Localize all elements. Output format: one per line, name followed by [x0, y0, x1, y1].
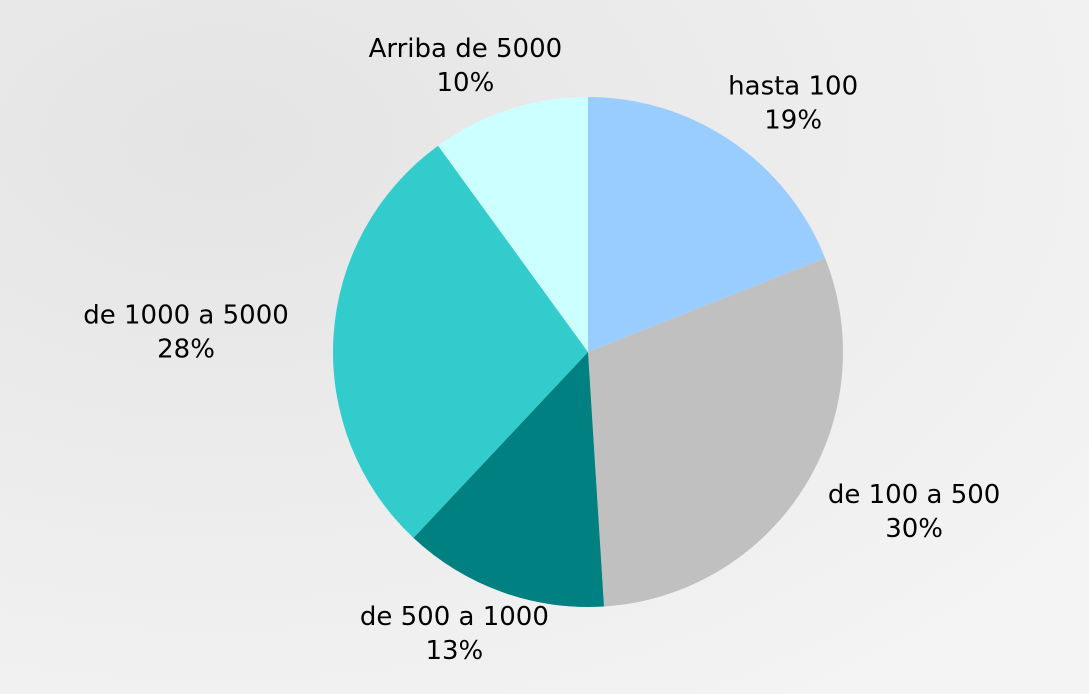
- pie-slice: [588, 258, 844, 607]
- value-label: 10%: [436, 68, 494, 98]
- pie-slice: [333, 145, 588, 538]
- value-label: 13%: [425, 636, 483, 666]
- pie: [333, 97, 844, 607]
- labels: hasta 100 19% de 100 a 500 30% de 500 a 1000…: [83, 34, 1000, 666]
- pie-slice: [413, 352, 605, 607]
- slice-label: de 1000 a 5000: [83, 301, 289, 331]
- pie-slice: [438, 97, 588, 352]
- slice-label: de 500 a 1000: [360, 602, 549, 632]
- value-label: 19%: [764, 105, 822, 135]
- slice-label: Arriba de 5000: [369, 34, 563, 64]
- value-label: 30%: [885, 514, 943, 544]
- pie-slice: [588, 97, 826, 352]
- slice-label: de 100 a 500: [828, 480, 1000, 510]
- value-label: 28%: [157, 335, 215, 365]
- slice-label: hasta 100: [728, 71, 858, 101]
